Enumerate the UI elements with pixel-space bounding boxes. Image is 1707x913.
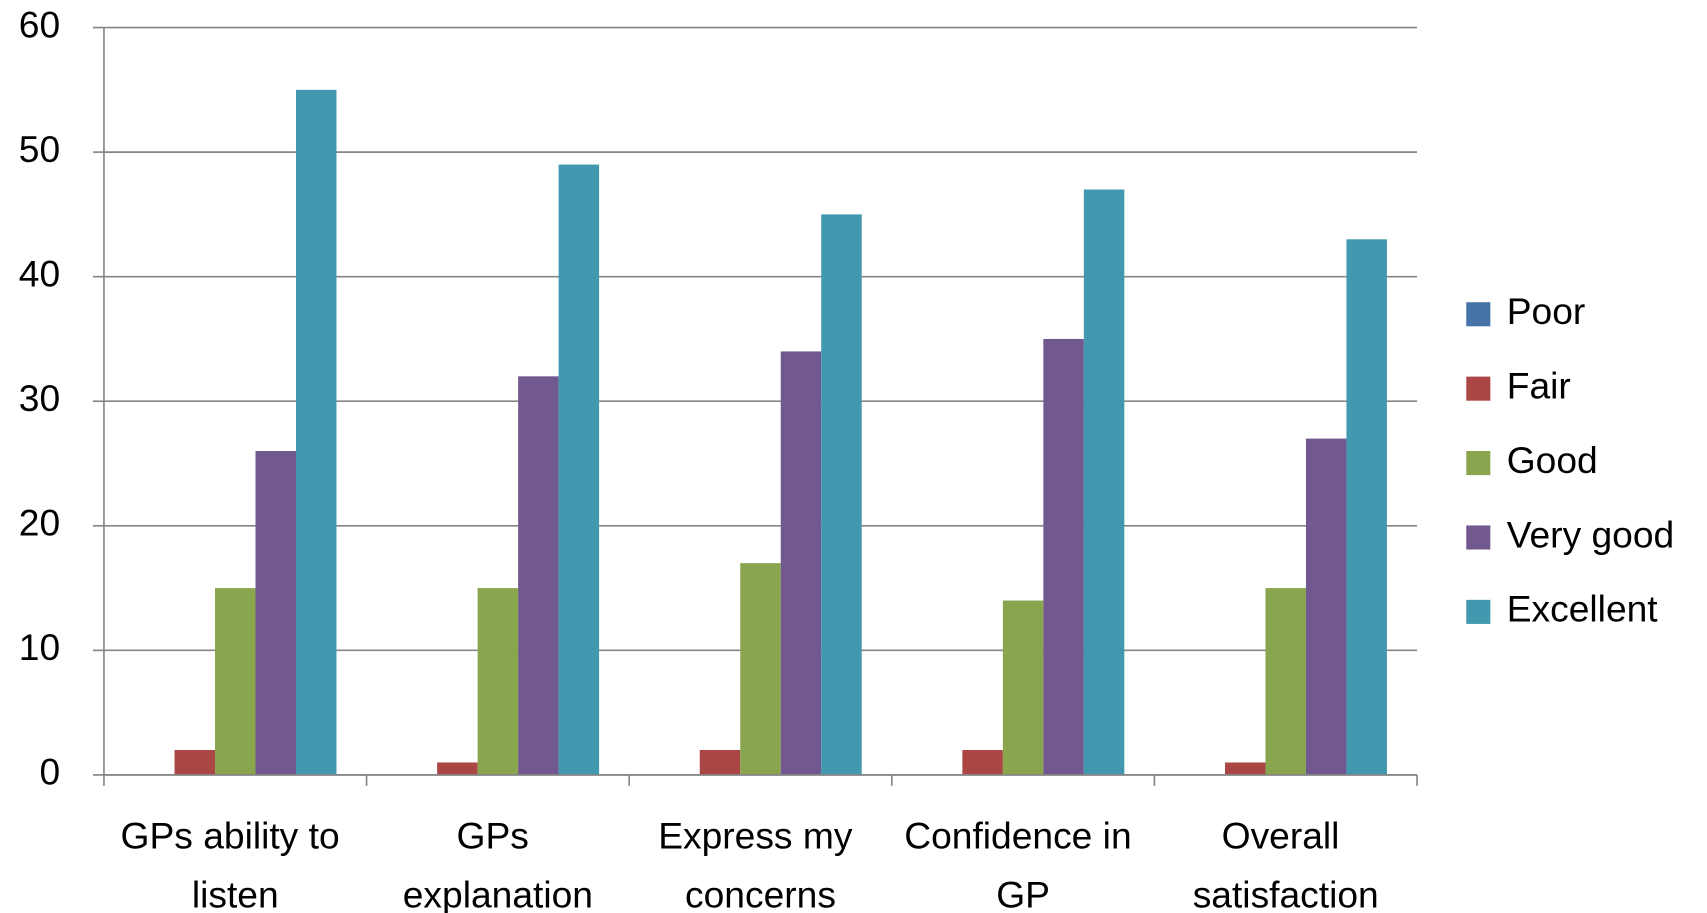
x-tick-label: Confidence in GP (904, 814, 1142, 913)
bar (255, 451, 296, 775)
x-tick-label: Overall satisfaction (1193, 814, 1379, 913)
legend-swatch (1466, 451, 1491, 476)
legend-label: Fair (1507, 364, 1571, 406)
bar (1305, 438, 1347, 775)
legend-label: Poor (1507, 290, 1586, 332)
bar (1265, 588, 1306, 775)
bar (780, 351, 822, 775)
bar (437, 762, 478, 775)
y-tick-label: 20 (19, 502, 60, 544)
bar (477, 588, 519, 775)
y-tick-label: 0 (39, 751, 60, 793)
y-tick-label: 10 (19, 626, 60, 668)
bar (699, 750, 741, 775)
legend-label: Very good (1507, 513, 1674, 555)
bar (295, 89, 337, 775)
bar (215, 588, 256, 775)
y-tick-label: 50 (19, 128, 60, 170)
y-tick-label: 30 (19, 377, 60, 419)
x-tick-label: GPs ability to listen (121, 814, 350, 913)
legend-label: Excellent (1507, 588, 1659, 630)
x-tick-label: GPs explanation (403, 814, 593, 913)
bar (518, 376, 559, 775)
legend-swatch (1466, 599, 1491, 624)
y-tick-label: 60 (19, 3, 60, 45)
x-tick-label: Express my concerns (658, 814, 863, 913)
bar (1002, 600, 1044, 775)
bar (740, 563, 781, 775)
bar (558, 164, 600, 775)
bar (1083, 189, 1125, 775)
legend-swatch (1466, 302, 1491, 327)
bar (821, 214, 862, 775)
legend-swatch (1466, 525, 1491, 550)
legend-swatch (1466, 376, 1491, 401)
bar (1346, 239, 1387, 775)
y-tick-label: 40 (19, 253, 60, 295)
bar (1043, 338, 1084, 775)
legend-label: Good (1507, 439, 1598, 481)
bar (962, 750, 1003, 775)
bar (174, 750, 216, 775)
bar (1224, 762, 1266, 775)
